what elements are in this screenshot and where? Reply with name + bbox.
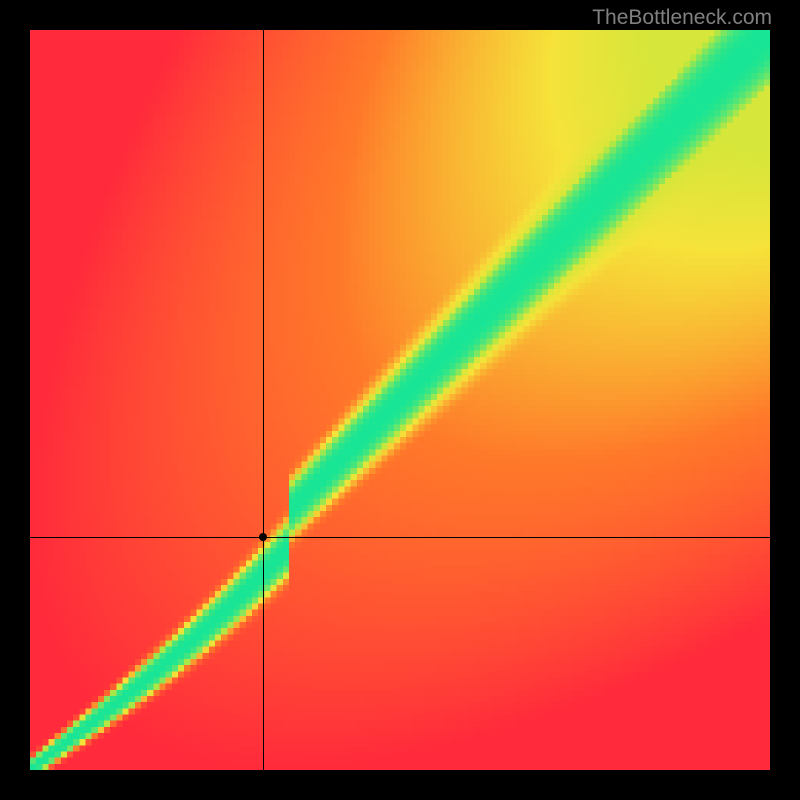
crosshair-horizontal: [30, 537, 770, 538]
watermark-text: TheBottleneck.com: [592, 6, 772, 30]
heatmap-canvas: [30, 30, 770, 770]
crosshair-vertical: [263, 30, 264, 770]
chart-container: TheBottleneck.com: [0, 0, 800, 800]
crosshair-marker: [259, 533, 267, 541]
plot-area: [30, 30, 770, 770]
